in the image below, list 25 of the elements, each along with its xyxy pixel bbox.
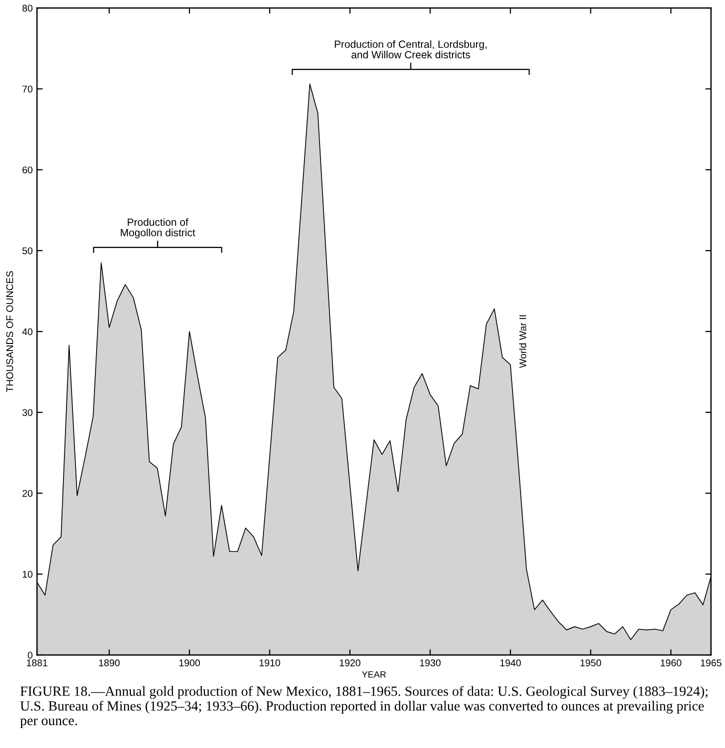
annotation: Production of Central, Lordsburg, and Willow Creek districts bbox=[334, 40, 487, 58]
y-tick-label: 0 bbox=[28, 652, 32, 659]
annotation: Production of Mogollon district bbox=[120, 218, 196, 238]
annotation: World War II bbox=[519, 315, 526, 368]
x-axis-title: YEAR bbox=[362, 671, 386, 678]
y-tick-label: 20 bbox=[22, 490, 32, 497]
x-tick-label: 1910 bbox=[260, 659, 280, 666]
x-tick-label: 1920 bbox=[340, 659, 360, 666]
x-tick-label: 1965 bbox=[700, 659, 722, 666]
x-tick-label: 1890 bbox=[99, 659, 120, 666]
y-tick-label: 30 bbox=[22, 409, 32, 416]
x-tick-label: 1881 bbox=[26, 659, 48, 666]
y-axis-title: THOUSANDS OF OUNCES bbox=[6, 271, 14, 392]
x-tick-label: 1900 bbox=[179, 659, 200, 666]
x-tick-label: 1930 bbox=[420, 659, 441, 666]
y-tick-label: 60 bbox=[22, 166, 32, 174]
caption: FIGURE 18.—Annual gold production of New Mexico, 1881–1965. Sources of data: U.S. Geological Survey (1883–1924); U.S. Bureau of Mines (1925–34; 1933–66). Production reported in dollar value was converted to ounces at prevailing price per ounce. bbox=[20, 686, 708, 728]
x-tick-label: 1960 bbox=[660, 659, 682, 666]
y-tick-label: 10 bbox=[22, 570, 32, 578]
x-tick-label: 1950 bbox=[580, 659, 602, 666]
x-tick-label: 1940 bbox=[500, 659, 521, 666]
y-tick-label: 50 bbox=[22, 247, 32, 254]
y-tick-label: 70 bbox=[22, 86, 32, 92]
y-tick-label: 80 bbox=[22, 4, 32, 12]
y-tick-label: 40 bbox=[22, 328, 32, 336]
